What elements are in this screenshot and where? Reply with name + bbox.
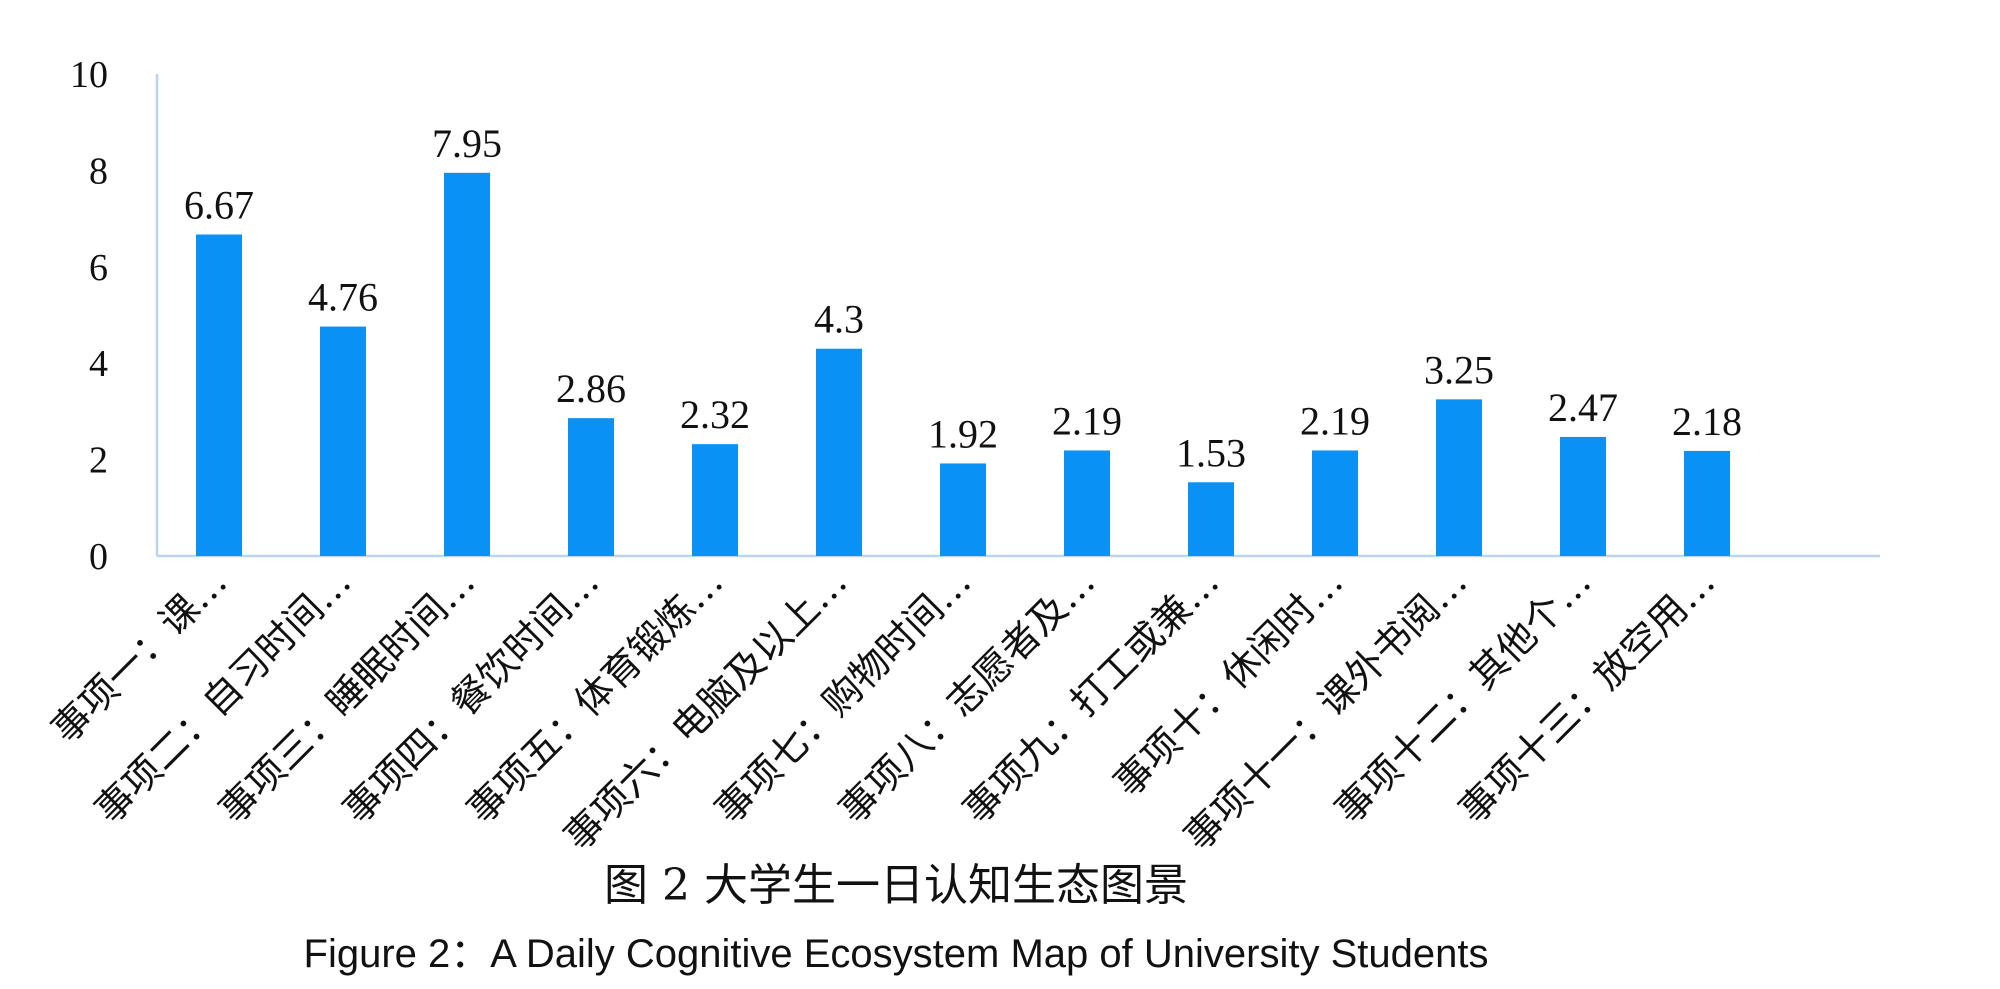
data-label: 4.3 xyxy=(814,297,864,342)
y-tick-label: 2 xyxy=(89,440,108,482)
bar xyxy=(568,418,614,556)
data-label: 2.18 xyxy=(1672,399,1742,444)
figure-caption-chinese: 图 2 大学生一日认知生态图景 xyxy=(604,860,1188,911)
data-label: 2.19 xyxy=(1052,398,1122,443)
bar xyxy=(1312,450,1358,556)
data-label: 2.86 xyxy=(556,366,626,411)
data-labels: 6.67 4.76 7.95 2.86 2.32 4.3 1.92 2.19 1.53 2.19 3… xyxy=(184,121,1742,475)
bar xyxy=(320,326,366,556)
category-labels: 事项一：课…事项二：自习时间…事项三：睡眠时间…事项四：餐饮时间…事项五：体育锻… xyxy=(43,559,1723,859)
bar xyxy=(816,348,862,556)
data-label: 2.47 xyxy=(1548,385,1618,430)
bar xyxy=(940,463,986,556)
data-label: 4.76 xyxy=(308,275,378,320)
bar xyxy=(1188,482,1234,556)
bar xyxy=(692,444,738,556)
data-label: 6.67 xyxy=(184,183,254,228)
y-tick-label: 10 xyxy=(70,54,108,96)
y-tick-label: 6 xyxy=(89,247,108,289)
bar xyxy=(196,234,242,557)
bar xyxy=(1064,450,1110,556)
y-tick-label: 0 xyxy=(89,536,108,578)
data-label: 1.53 xyxy=(1176,430,1246,475)
bar xyxy=(1560,436,1606,556)
y-tick-label: 4 xyxy=(89,343,108,385)
y-axis: 0 2 4 6 8 10 xyxy=(70,54,159,578)
data-label: 1.92 xyxy=(928,411,998,456)
data-label: 2.19 xyxy=(1300,398,1370,443)
y-tick-label: 8 xyxy=(89,150,108,192)
bar xyxy=(444,172,490,556)
x-tick-label: 事项十：休闲时… xyxy=(1105,559,1351,805)
bars xyxy=(196,172,1730,557)
data-label: 3.25 xyxy=(1424,347,1494,392)
bar xyxy=(1436,399,1482,556)
figure-caption-english: Figure 2：A Daily Cognitive Ecosystem Map… xyxy=(304,932,1489,976)
data-label: 2.32 xyxy=(680,392,750,437)
bar xyxy=(1684,450,1730,556)
data-label: 7.95 xyxy=(432,121,502,166)
